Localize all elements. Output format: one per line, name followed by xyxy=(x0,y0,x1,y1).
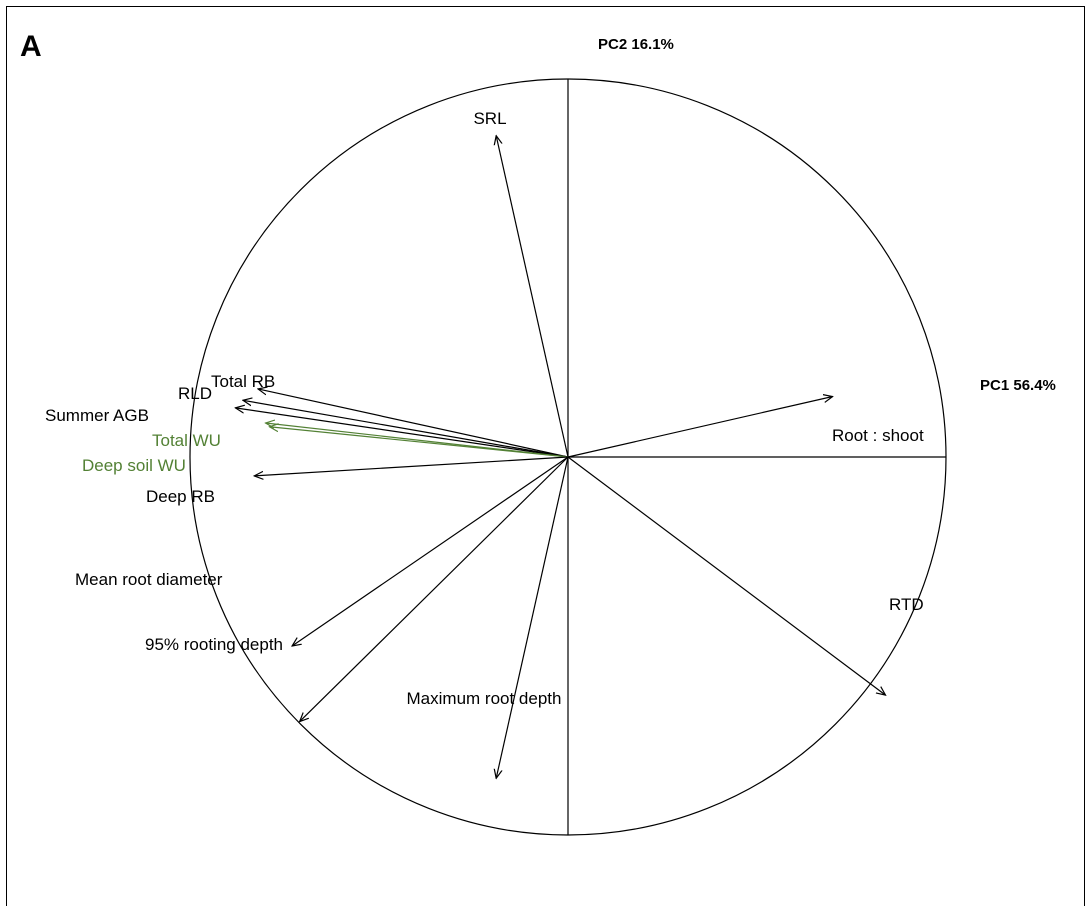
vector-total-rb xyxy=(258,389,569,458)
vector-label: Maximum root depth xyxy=(407,689,562,708)
panel-label: A xyxy=(20,30,42,63)
vector-label: Root : shoot xyxy=(832,426,924,445)
vector-srl xyxy=(496,136,569,458)
vector-rld xyxy=(243,400,569,458)
vector-label: SRL xyxy=(473,109,506,128)
vector-label: Mean root diameter xyxy=(75,570,223,589)
vector-label: Summer AGB xyxy=(45,406,149,425)
vector-summer-agb xyxy=(235,408,569,458)
pc1-axis-label: PC1 56.4% xyxy=(980,377,1056,394)
vector-label: Deep soil WU xyxy=(82,456,186,475)
figure-frame xyxy=(6,6,1085,906)
vector-root-shoot xyxy=(567,397,833,458)
vector-maximum-root-depth xyxy=(496,456,569,778)
vector-rtd xyxy=(567,456,886,695)
vector-95-rooting-depth xyxy=(300,456,569,722)
vector-label: RLD xyxy=(178,384,212,403)
vector-label: Deep RB xyxy=(146,487,215,506)
vector-label: 95% rooting depth xyxy=(145,635,283,654)
vector-deep-soil-wu xyxy=(269,427,569,458)
vector-mean-root-diameter xyxy=(292,456,569,646)
vector-label: Total RB xyxy=(211,372,275,391)
vector-label: Total WU xyxy=(152,431,221,450)
vector-deep-rb xyxy=(254,456,569,476)
vector-label: RTD xyxy=(889,595,924,614)
pc2-axis-label: PC2 16.1% xyxy=(598,36,674,53)
